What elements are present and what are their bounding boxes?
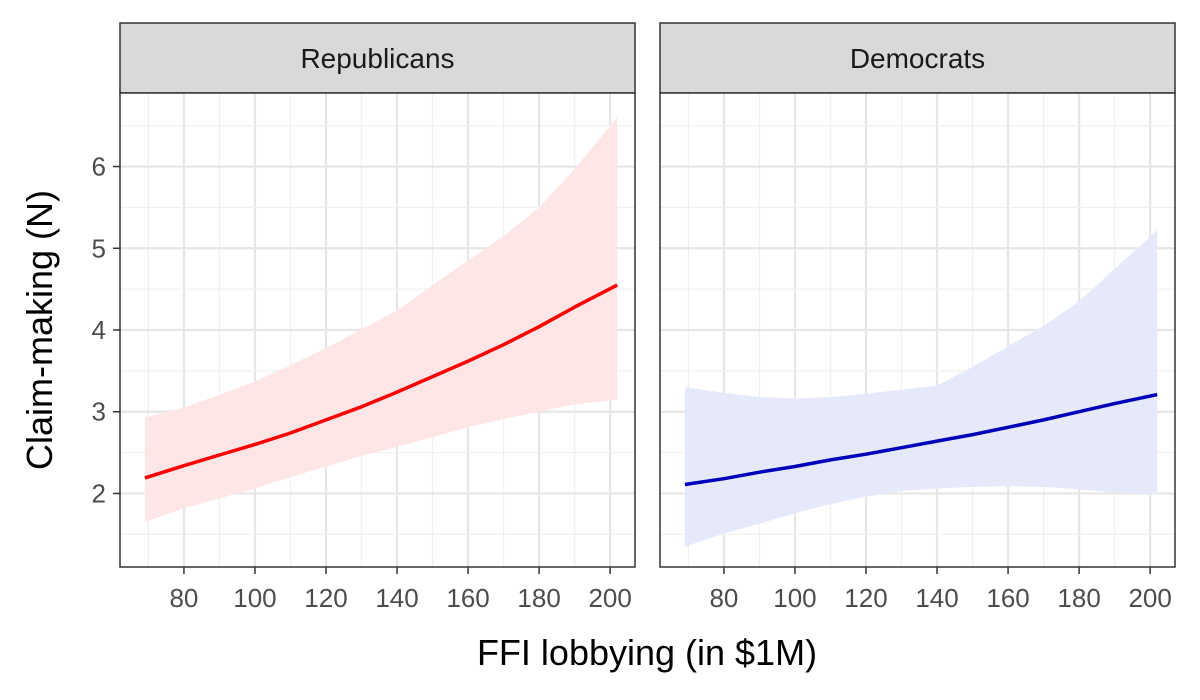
strip-label: Republicans bbox=[300, 43, 454, 74]
x-axis-title: FFI lobbying (in $1M) bbox=[477, 632, 817, 673]
x-tick-label: 180 bbox=[1057, 583, 1100, 613]
x-tick-label: 160 bbox=[986, 583, 1029, 613]
x-tick-label: 120 bbox=[844, 583, 887, 613]
x-tick-label: 80 bbox=[709, 583, 738, 613]
strip-header bbox=[659, 22, 1176, 94]
y-tick-label: 3 bbox=[92, 397, 106, 427]
panel-democrats: Democrats 80 100 120 140 160 180 200 bbox=[659, 22, 1176, 613]
y-tick-label: 6 bbox=[92, 152, 106, 182]
x-tick-label: 140 bbox=[915, 583, 958, 613]
y-axis-title: Claim-making (N) bbox=[19, 190, 60, 470]
x-tick-label: 200 bbox=[588, 583, 631, 613]
panel-republicans: Republicans 80 100 120 140 160 180 200 2 3 4 5 6 bbox=[92, 22, 636, 613]
confidence-band bbox=[684, 230, 1158, 547]
y-tick-label: 4 bbox=[92, 315, 106, 345]
panels-layer: Republicans 80 100 120 140 160 180 200 2 3 4 5 6 Demo… bbox=[92, 22, 1176, 613]
x-tick-label: 100 bbox=[773, 583, 816, 613]
strip-label: Democrats bbox=[850, 43, 985, 74]
y-tick-label: 5 bbox=[92, 233, 106, 263]
x-tick-label: 100 bbox=[233, 583, 276, 613]
x-tick-label: 120 bbox=[304, 583, 347, 613]
y-tick-label: 2 bbox=[92, 478, 106, 508]
series-line bbox=[684, 392, 1158, 487]
series-line bbox=[144, 283, 619, 480]
x-tick-label: 200 bbox=[1128, 583, 1171, 613]
strip-header bbox=[119, 22, 636, 94]
x-tick-label: 80 bbox=[169, 583, 198, 613]
confidence-band bbox=[144, 117, 618, 523]
x-tick-label: 160 bbox=[446, 583, 489, 613]
panel-border bbox=[659, 92, 1176, 568]
x-tick-label: 180 bbox=[517, 583, 560, 613]
x-tick-label: 140 bbox=[375, 583, 418, 613]
